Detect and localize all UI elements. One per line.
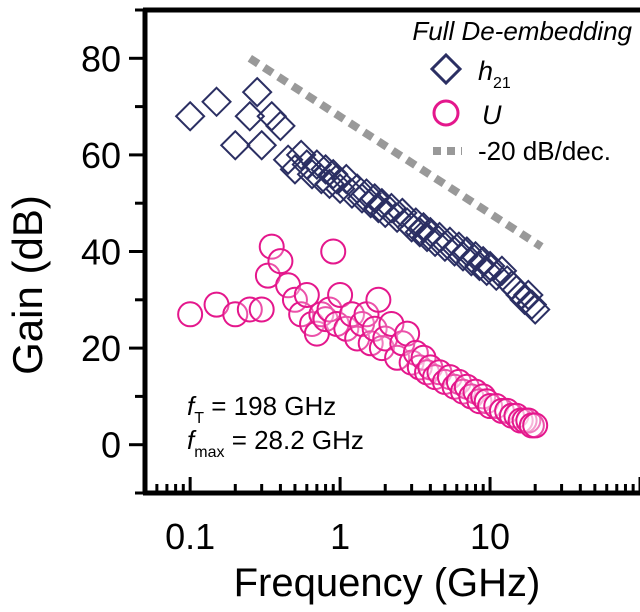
legend-circle-marker	[432, 99, 460, 127]
legend-label-h21: h21	[478, 56, 511, 92]
markers-layer	[174, 54, 551, 439]
x-tick-label: 1	[330, 516, 350, 557]
h21-data-point	[424, 221, 455, 253]
h21-data-point	[351, 178, 382, 209]
u-data-point	[320, 238, 347, 265]
h21-data-point	[201, 86, 232, 118]
h21-data-point	[516, 289, 548, 321]
h21-data-point	[408, 211, 439, 243]
annotation-ft-text: = 198 GHz	[204, 391, 336, 421]
x-tick-label: 0.1	[165, 516, 215, 557]
h21-data-point	[486, 255, 518, 287]
h21-data-point	[314, 168, 345, 200]
h21-data-point	[460, 240, 491, 272]
y-tick-label: 60	[81, 135, 121, 176]
legend-label-h21-main: h	[478, 56, 493, 86]
legend-title: Full De-embedding	[412, 16, 632, 46]
reference-slope-line	[247, 54, 544, 251]
h21-data-point	[296, 158, 328, 190]
h21-data-point	[505, 279, 537, 311]
h21-data-point	[376, 192, 407, 224]
h21-data-point	[512, 279, 544, 311]
h21-data-point	[219, 129, 251, 161]
legend-diamond-marker	[429, 52, 463, 86]
annotation-fmax-symbol: f	[187, 425, 197, 455]
h21-data-point	[474, 250, 506, 282]
y-tick-label: 40	[81, 232, 121, 273]
h21-data-point	[265, 110, 296, 142]
h21-data-point	[359, 182, 391, 214]
legend-label-u: U	[482, 100, 502, 130]
y-tick-label: 0	[101, 425, 121, 466]
axes-frame	[129, 7, 640, 496]
h21-data-point	[256, 100, 288, 132]
x-axis-label: Frequency (GHz)	[234, 561, 541, 605]
legend-label-slope: -20 dB/dec.	[478, 136, 611, 166]
h21-data-point	[305, 163, 337, 195]
h21-data-point	[174, 100, 206, 132]
h21-data-point	[369, 197, 401, 229]
u-data-point	[267, 248, 294, 275]
h21-data-point	[321, 163, 353, 195]
u-data-point	[327, 281, 354, 308]
h21-data-point	[241, 76, 273, 108]
x-tick-label: 10	[470, 516, 510, 557]
u-data-point	[248, 296, 275, 323]
u-data-point	[258, 233, 285, 260]
annotation-block: fT = 198 GHz fmax = 28.2 GHz	[187, 391, 364, 461]
h21-data-point	[519, 294, 551, 325]
u-data-point	[293, 281, 320, 308]
legend: Full De-embedding h21 U -20 dB/dec.	[412, 16, 632, 166]
annotation-ft-symbol: f	[187, 391, 197, 421]
h21-data-point	[272, 144, 304, 176]
u-data-point	[338, 301, 365, 328]
h21-data-point	[246, 129, 278, 161]
h21-data-point	[509, 284, 541, 316]
h21-data-point	[386, 197, 418, 229]
ticks-layer: 0 20 40 60 80 0.1 1 10	[81, 38, 510, 557]
u-data-point	[365, 286, 392, 313]
annotation-fmax-text: = 28.2 GHz	[224, 425, 363, 455]
u-data-point	[378, 310, 405, 337]
h21-data-point	[310, 153, 341, 185]
u-data-point	[177, 301, 204, 328]
u-data-point	[522, 412, 549, 439]
legend-label-h21-sub: 21	[493, 75, 511, 92]
h21-data-point	[301, 149, 333, 180]
h21-data-point	[366, 187, 398, 219]
y-tick-label: 80	[81, 38, 121, 79]
annotation-fmax-sub: max	[194, 444, 224, 461]
h21-data-point	[400, 207, 432, 238]
y-tick-label: 20	[81, 328, 121, 369]
u-data-point	[222, 301, 249, 328]
y-axis-label: Gain (dB)	[4, 195, 51, 375]
h21-data-point	[234, 100, 266, 132]
annotation-fmax: fmax = 28.2 GHz	[187, 425, 364, 461]
annotation-ft: fT = 198 GHz	[187, 391, 336, 427]
annotation-ft-sub: T	[194, 410, 204, 427]
h21-data-point	[324, 173, 356, 205]
h21-data-point	[285, 139, 317, 171]
u-data-point	[361, 315, 388, 342]
